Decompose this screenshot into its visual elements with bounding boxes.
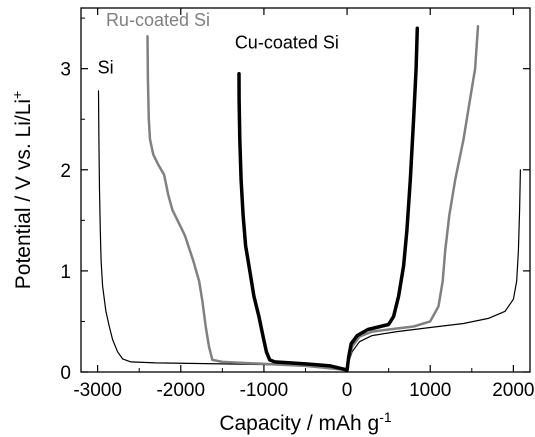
y-axis-title: Potential / V vs. Li/Li+ bbox=[9, 91, 35, 289]
y-tick-label: 0 bbox=[60, 363, 71, 384]
x-tick-label: -1000 bbox=[240, 380, 289, 401]
y-tick-label: 2 bbox=[60, 161, 71, 182]
ticks-layer: -3000 -2000 -1000 0 1000 2000 0 1 2 3 bbox=[60, 8, 535, 401]
x-axis-title: Capacity / mAh g-1 bbox=[219, 409, 392, 435]
x-axis-title-superscript: -1 bbox=[379, 409, 392, 425]
series-layer bbox=[97, 24, 521, 372]
series-line-si bbox=[97, 90, 521, 371]
x-tick-label: -2000 bbox=[156, 380, 205, 401]
labels-layer: Si Ru-coated Si Cu-coated Si bbox=[98, 10, 339, 78]
series-label-ru-coated-si: Ru-coated Si bbox=[106, 10, 210, 30]
x-tick-label: -3000 bbox=[73, 380, 122, 401]
series-line-ru-coated-si bbox=[146, 24, 480, 372]
series-line-cu-coated-si bbox=[237, 26, 420, 372]
series-label-si: Si bbox=[98, 58, 114, 78]
x-axis-title-main: Capacity / mAh g bbox=[219, 412, 379, 435]
y-axis-title-main: Potential / V vs. Li/Li bbox=[12, 99, 35, 289]
y-tick-label: 3 bbox=[60, 60, 71, 81]
x-tick-label: 2000 bbox=[492, 380, 534, 401]
x-tick-label: 1000 bbox=[409, 380, 451, 401]
y-tick-label: 1 bbox=[60, 262, 71, 283]
y-axis-title-superscript: + bbox=[9, 91, 25, 99]
series-label-cu-coated-si: Cu-coated Si bbox=[235, 32, 339, 52]
x-tick-label: 0 bbox=[342, 380, 353, 401]
